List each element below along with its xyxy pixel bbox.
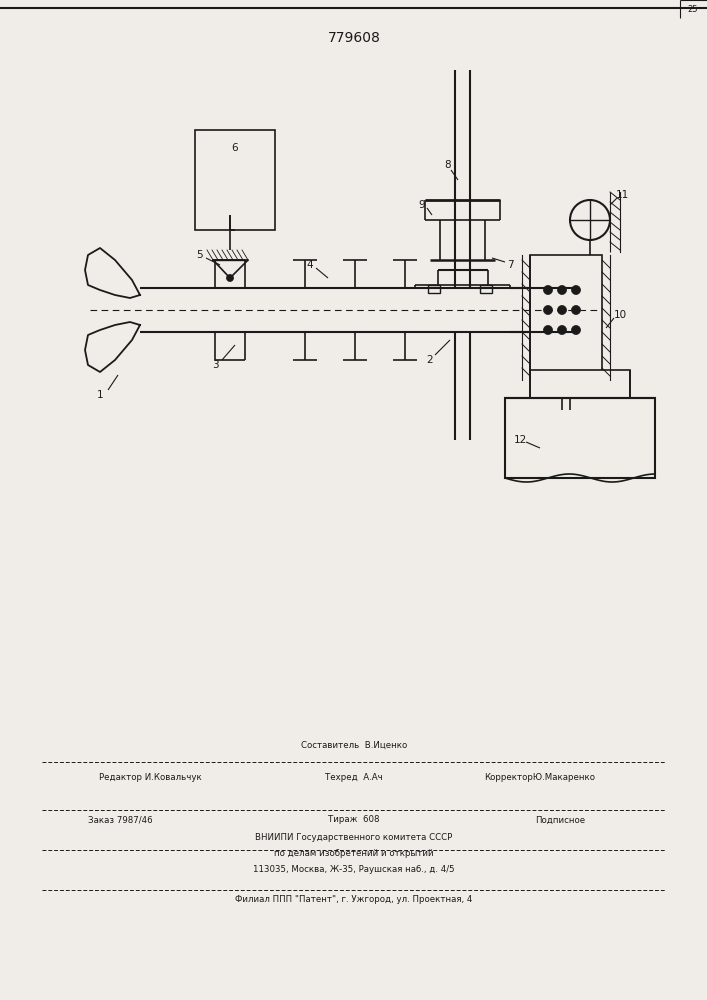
- Bar: [548, 398, 584, 410]
- Circle shape: [571, 286, 580, 294]
- Text: 11: 11: [615, 190, 629, 200]
- Text: Редактор И.Ковальчук: Редактор И.Ковальчук: [98, 774, 201, 782]
- Bar: [538, 380, 594, 398]
- Text: 10: 10: [614, 310, 626, 320]
- Text: 8: 8: [445, 160, 451, 170]
- Text: 12: 12: [513, 435, 527, 445]
- Bar: [428, 285, 440, 293]
- Text: по делам изобретений и открытий: по делам изобретений и открытий: [274, 850, 434, 858]
- Text: 779608: 779608: [327, 31, 380, 45]
- Text: 6: 6: [232, 143, 238, 153]
- Text: 3: 3: [211, 360, 218, 370]
- Text: 113035, Москва, Ж-35, Раушская наб., д. 4/5: 113035, Москва, Ж-35, Раушская наб., д. …: [253, 865, 455, 874]
- Text: Филиал ППП "Патент", г. Ужгород, ул. Проектная, 4: Филиал ППП "Патент", г. Ужгород, ул. Про…: [235, 896, 473, 904]
- Text: Заказ 7987/46: Заказ 7987/46: [88, 816, 152, 824]
- Text: 25: 25: [688, 5, 699, 14]
- Bar: [530, 370, 630, 398]
- Text: 2: 2: [427, 355, 433, 365]
- Circle shape: [571, 326, 580, 334]
- Text: 1: 1: [97, 390, 103, 400]
- Text: 4: 4: [307, 260, 313, 270]
- Text: Подписное: Подписное: [535, 816, 585, 824]
- Text: 9: 9: [419, 200, 426, 210]
- Bar: [505, 398, 655, 478]
- Circle shape: [544, 306, 552, 314]
- Circle shape: [571, 306, 580, 314]
- Text: ВНИИПИ Государственного комитета СССР: ВНИИПИ Государственного комитета СССР: [255, 834, 452, 842]
- Bar: [480, 285, 492, 293]
- Bar: [530, 255, 602, 380]
- Text: Техред  А.Ач: Техред А.Ач: [325, 774, 383, 782]
- Text: КорректорЮ.Макаренко: КорректорЮ.Макаренко: [484, 774, 595, 782]
- Circle shape: [226, 274, 233, 282]
- Circle shape: [544, 326, 552, 334]
- Text: 5: 5: [197, 250, 204, 260]
- Text: 7: 7: [507, 260, 513, 270]
- Text: Составитель  В.Иценко: Составитель В.Иценко: [301, 740, 407, 750]
- Circle shape: [558, 306, 566, 314]
- Bar: [195, 130, 275, 230]
- Circle shape: [558, 326, 566, 334]
- Circle shape: [558, 286, 566, 294]
- Text: Тираж  608: Тираж 608: [328, 816, 380, 824]
- Circle shape: [544, 286, 552, 294]
